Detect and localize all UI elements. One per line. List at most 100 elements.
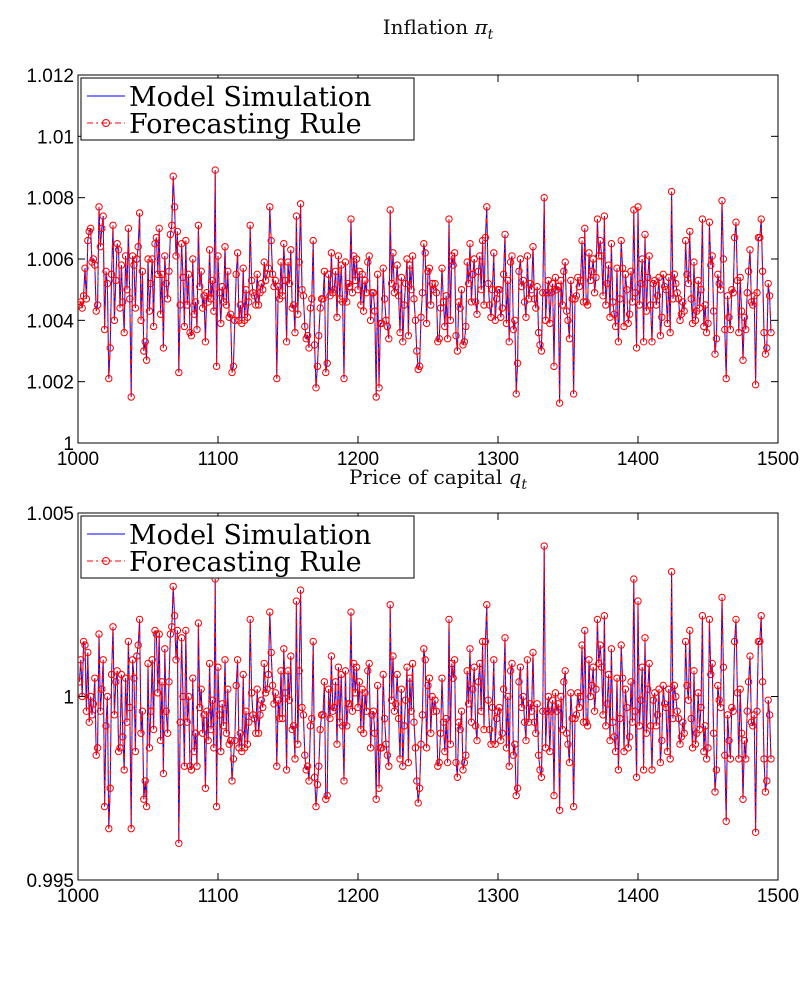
forecast-point xyxy=(266,203,274,211)
forecast-point xyxy=(679,298,687,306)
forecast-point xyxy=(628,718,637,726)
forecast-point xyxy=(371,307,379,315)
forecast-point xyxy=(518,703,526,712)
forecast-point xyxy=(148,255,156,263)
forecast-point xyxy=(103,279,112,288)
forecast-point xyxy=(245,718,253,726)
forecast-point xyxy=(231,736,239,745)
forecast-point xyxy=(168,221,176,229)
forecast-point xyxy=(441,747,449,756)
forecast-point xyxy=(583,722,592,730)
forecast-point xyxy=(260,659,268,668)
forecast-point xyxy=(393,261,401,269)
forecast-point xyxy=(408,659,417,668)
forecast-point xyxy=(572,292,581,300)
forecast-point xyxy=(452,331,460,340)
forecast-point xyxy=(254,729,263,737)
forecast-point xyxy=(607,239,616,248)
forecast-point xyxy=(170,612,179,620)
forecast-point xyxy=(121,674,130,682)
forecast-point xyxy=(261,689,270,697)
forecast-point xyxy=(288,725,296,734)
forecast-point xyxy=(327,652,336,660)
forecast-point xyxy=(497,313,505,321)
forecast-point xyxy=(568,714,576,723)
panel-1: Inflation πt 1000 1100 1200 1300 1400 1500 1 1.0… xyxy=(26,15,799,470)
forecast-point xyxy=(287,246,295,254)
forecast-point xyxy=(600,612,609,620)
forecast-point xyxy=(484,279,492,288)
forecast-point xyxy=(561,258,569,266)
forecast-point xyxy=(656,758,665,767)
forecast-point xyxy=(621,685,630,693)
forecast-point xyxy=(704,319,712,328)
forecast-point xyxy=(495,285,504,294)
forecast-point xyxy=(81,641,89,649)
forecast-point xyxy=(322,368,330,377)
forecast-point xyxy=(588,267,596,275)
forecast-point xyxy=(735,328,743,337)
forecast-point xyxy=(352,663,361,671)
forecast-point xyxy=(680,307,688,315)
forecast-point xyxy=(155,224,163,233)
forecast-point xyxy=(469,685,477,693)
forecast-point xyxy=(296,200,305,208)
forecast-point xyxy=(604,261,613,269)
forecast-point xyxy=(737,307,746,315)
forecast-point xyxy=(303,331,312,340)
forecast-point xyxy=(400,722,408,730)
forecast-point xyxy=(415,362,424,371)
chart-title-text: Price of capital xyxy=(349,465,509,489)
forecast-point xyxy=(742,755,750,763)
forecast-point xyxy=(597,663,606,671)
forecast-point xyxy=(123,285,131,294)
forecast-point xyxy=(666,328,674,337)
forecast-point xyxy=(127,393,135,401)
forecast-point xyxy=(253,685,261,693)
forecast-point xyxy=(747,718,756,726)
forecast-point xyxy=(509,751,518,759)
forecast-point xyxy=(226,310,235,318)
forecast-point xyxy=(691,316,700,325)
forecast-point xyxy=(175,839,183,847)
forecast-point xyxy=(718,593,726,602)
forecast-point xyxy=(217,747,225,756)
forecast-point xyxy=(285,279,294,288)
forecast-point xyxy=(488,703,497,712)
forecast-point xyxy=(548,279,557,288)
forecast-point xyxy=(347,215,355,223)
forecast-point xyxy=(212,802,221,811)
forecast-point xyxy=(205,246,214,254)
forecast-point xyxy=(193,325,201,334)
forecast-point xyxy=(673,707,681,715)
forecast-point xyxy=(159,344,168,352)
forecast-point xyxy=(463,667,471,675)
forecast-point xyxy=(194,619,203,627)
forecast-point xyxy=(672,279,680,288)
forecast-point xyxy=(464,279,473,288)
forecast-point xyxy=(562,307,571,315)
forecast-point xyxy=(319,711,327,719)
forecast-point xyxy=(222,301,231,309)
forecast-point xyxy=(564,316,572,325)
forecast-point xyxy=(351,276,359,285)
forecast-point xyxy=(250,292,259,300)
forecast-point xyxy=(221,656,229,664)
forecast-point xyxy=(729,289,737,297)
forecast-point xyxy=(257,696,266,704)
forecast-point xyxy=(432,289,441,297)
chart-title-text: Inflation xyxy=(383,15,475,39)
forecast-point xyxy=(401,696,410,704)
forecast-point xyxy=(119,733,127,741)
forecast-point xyxy=(315,762,323,770)
forecast-point xyxy=(142,802,151,811)
forecast-point xyxy=(642,307,651,315)
forecast-point xyxy=(198,304,207,312)
forecast-point xyxy=(130,674,138,682)
forecast-point xyxy=(228,777,236,785)
forecast-point xyxy=(161,645,169,653)
forecast-point xyxy=(429,707,438,715)
forecast-point xyxy=(631,289,639,297)
forecast-point xyxy=(246,221,254,229)
forecast-point xyxy=(387,696,396,704)
